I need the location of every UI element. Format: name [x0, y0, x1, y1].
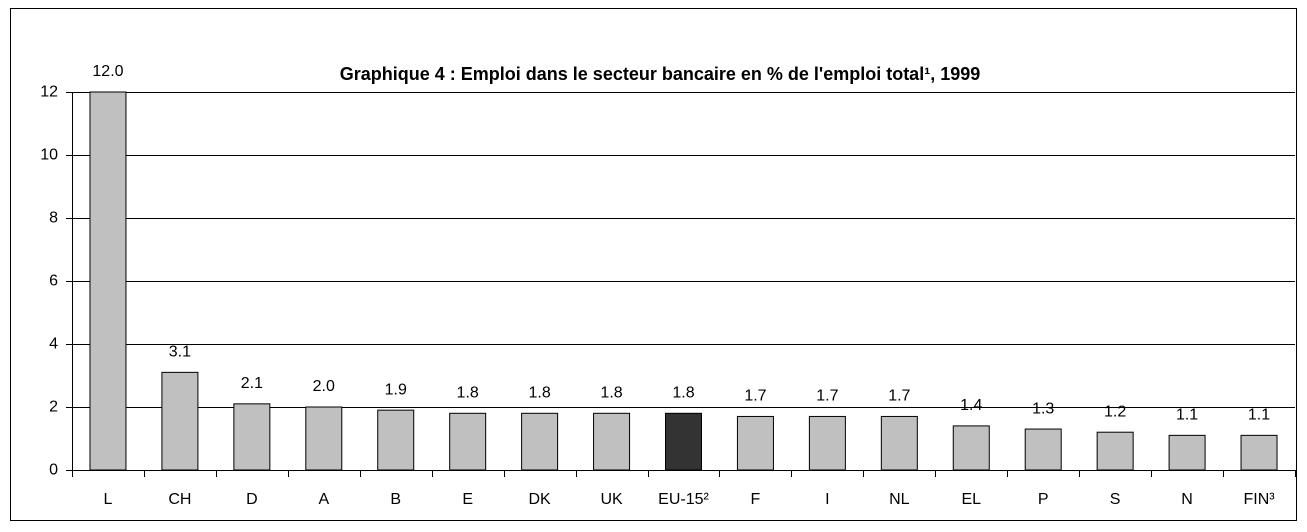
data-label: 1.9 — [385, 381, 407, 398]
bar — [521, 412, 559, 471]
y-tick-label: 0 — [49, 462, 58, 479]
y-tick-label: 2 — [49, 399, 58, 416]
x-tick-label: UK — [600, 491, 623, 508]
data-label: 1.7 — [744, 388, 766, 405]
bar — [449, 412, 487, 471]
y-tick-label: 4 — [49, 336, 58, 353]
x-tick-label: D — [246, 491, 258, 508]
bar — [89, 91, 127, 471]
data-label: 2.1 — [241, 375, 263, 392]
x-tick-label: P — [1038, 491, 1049, 508]
x-tick-label: CH — [168, 491, 191, 508]
x-tick-label: NL — [889, 491, 910, 508]
bar — [233, 403, 271, 471]
data-label: 1.8 — [672, 385, 694, 402]
x-tick-label: S — [1110, 491, 1121, 508]
x-tick-label: L — [104, 491, 113, 508]
y-tick-label: 6 — [49, 273, 58, 290]
x-tick-label: EL — [961, 491, 981, 508]
bar — [1096, 431, 1134, 471]
data-label: 1.8 — [528, 385, 550, 402]
data-label: 1.2 — [1104, 403, 1126, 420]
y-tick-label: 12 — [40, 84, 58, 101]
data-label: 12.0 — [92, 63, 123, 80]
bar — [1240, 434, 1278, 471]
bar — [952, 425, 990, 471]
y-tick-label: 10 — [40, 147, 58, 164]
data-label: 1.8 — [600, 385, 622, 402]
bar — [880, 415, 918, 471]
x-tick-label: A — [318, 491, 329, 508]
data-label: 1.3 — [1032, 400, 1054, 417]
bar — [808, 415, 846, 471]
bar — [1024, 428, 1062, 471]
bar — [665, 412, 702, 471]
x-tick-label: EU-15² — [658, 491, 709, 508]
data-label: 1.7 — [888, 388, 910, 405]
chart-title: Graphique 4 : Emploi dans le secteur ban… — [340, 64, 980, 84]
data-label: 1.8 — [457, 385, 479, 402]
bar — [377, 409, 415, 471]
data-label: 3.1 — [169, 344, 191, 361]
x-tick-label: E — [462, 491, 473, 508]
x-tick-label: F — [751, 491, 761, 508]
bar — [593, 412, 631, 471]
data-label: 1.4 — [960, 397, 982, 414]
x-tick-label: B — [390, 491, 401, 508]
bar — [161, 371, 199, 471]
x-tick-label: DK — [529, 491, 552, 508]
data-label: 1.1 — [1176, 407, 1198, 424]
bar — [1168, 434, 1206, 471]
bar — [305, 406, 343, 471]
y-tick-label: 8 — [49, 210, 58, 227]
data-label: 1.7 — [816, 388, 838, 405]
x-tick-label: FIN³ — [1243, 491, 1275, 508]
data-label: 2.0 — [313, 378, 335, 395]
data-label: 1.1 — [1248, 407, 1270, 424]
x-tick-label: I — [825, 491, 829, 508]
x-tick-label: N — [1181, 491, 1193, 508]
bar — [736, 415, 774, 471]
chart-frame — [10, 8, 1297, 521]
